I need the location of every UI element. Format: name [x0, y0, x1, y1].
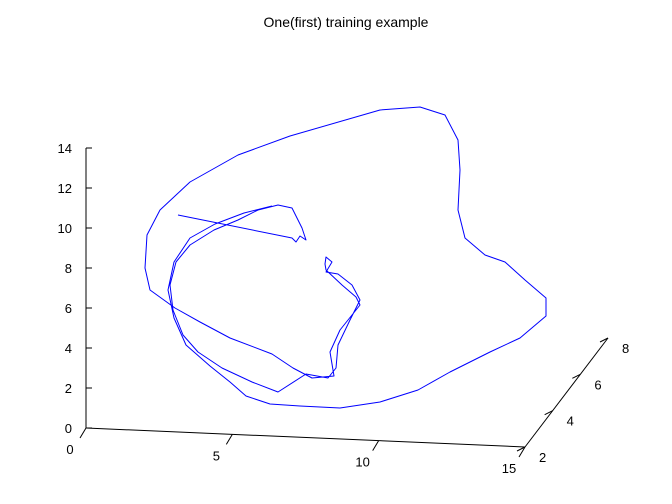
y-tick [544, 410, 553, 416]
y-tick-label: 2 [539, 450, 546, 465]
y-tick [516, 446, 526, 452]
x-tick-label: 15 [502, 461, 516, 476]
x-tick [518, 446, 526, 458]
y-axis-line [524, 337, 609, 448]
z-tick-label: 4 [65, 341, 72, 356]
series-line [144, 106, 547, 409]
z-tick-label: 10 [58, 221, 72, 236]
x-tick-label: 0 [66, 442, 73, 457]
x-tick-label: 5 [213, 448, 220, 463]
x-tick [225, 434, 233, 445]
chart-title: One(first) training example [264, 14, 429, 30]
z-tick-label: 6 [65, 301, 72, 316]
z-tick-label: 0 [65, 421, 72, 436]
y-tick-label: 4 [567, 414, 574, 429]
y-tick [572, 373, 581, 379]
x-tick [372, 440, 380, 451]
chart-series [144, 106, 547, 409]
chart-axes: 0 2 4 6 8 10 12 14 0 5 10 15 2 4 6 8 [58, 141, 630, 476]
z-tick-label: 14 [58, 141, 72, 156]
y-tick-label: 8 [622, 341, 629, 356]
x-axis-line [85, 427, 526, 448]
x-tick [79, 427, 87, 439]
z-tick-label: 12 [58, 181, 72, 196]
x-tick-label: 10 [355, 455, 369, 470]
z-tick-label: 8 [65, 261, 72, 276]
y-tick-label: 6 [594, 377, 601, 392]
z-tick-label: 2 [65, 381, 72, 396]
y-tick [599, 337, 609, 343]
